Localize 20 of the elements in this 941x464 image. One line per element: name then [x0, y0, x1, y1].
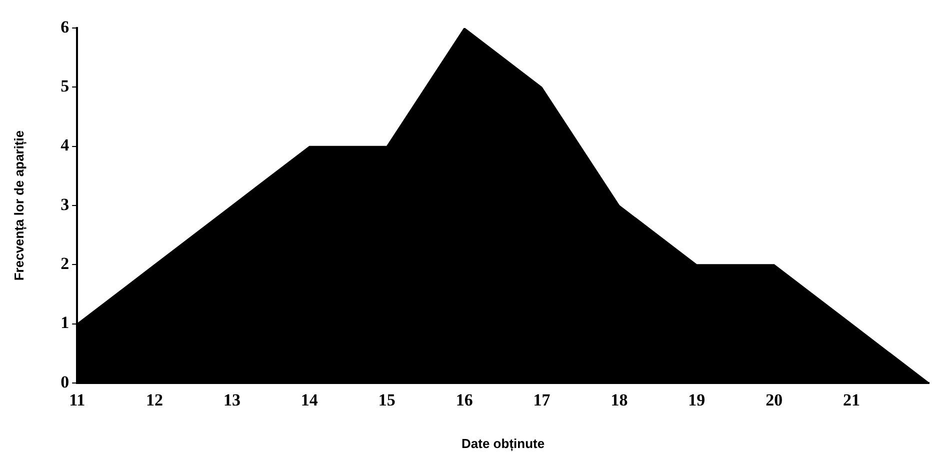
y-tick-label: 2 [60, 254, 70, 274]
y-tick-label: 3 [60, 194, 70, 214]
y-tick-label: 4 [60, 136, 70, 155]
x-tick-label: 11 [69, 390, 86, 410]
y-axis-title: Frecvența lor de apariție [11, 130, 28, 281]
x-tick-label: 12 [146, 390, 164, 410]
y-tick-label: 0 [60, 372, 70, 392]
x-tick-label: 20 [766, 390, 783, 410]
y-tick-label: 1 [60, 313, 70, 332]
x-tick-label: 16 [456, 390, 473, 410]
x-tick-label: 15 [378, 390, 396, 410]
x-tick-label: 14 [300, 390, 318, 410]
x-tick-label: 18 [610, 390, 628, 410]
x-tick-label: 13 [223, 390, 240, 410]
x-axis-title: Date obținute [462, 436, 545, 452]
x-tick-label: 21 [843, 390, 860, 410]
x-tick-label: 17 [533, 390, 551, 410]
y-tick-label: 5 [60, 76, 70, 96]
x-tick-label: 19 [688, 390, 706, 410]
y-tick-label: 6 [60, 17, 70, 36]
